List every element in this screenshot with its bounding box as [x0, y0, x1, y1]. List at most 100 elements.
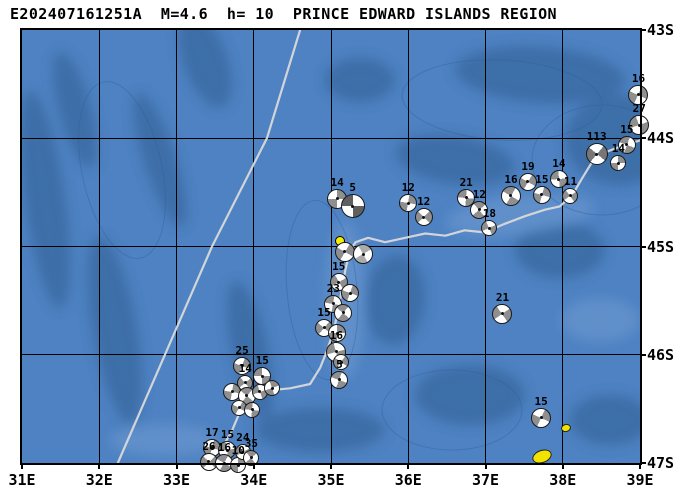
x-axis-tick [252, 463, 255, 469]
beachball-center-dot [207, 460, 211, 464]
beachball-center-dot [243, 381, 247, 385]
beachball-depth-label: 26 [202, 439, 216, 453]
beachball-center-dot [245, 394, 249, 398]
beachball-center-dot [348, 291, 352, 295]
focal-mechanism-beachball [629, 115, 650, 136]
beachball-center-dot [616, 161, 620, 165]
beachball-center-dot [322, 326, 326, 330]
beachball-depth-label: 10 [231, 444, 245, 458]
beachball-center-dot [361, 252, 365, 256]
beachball-center-dot [249, 456, 253, 460]
x-axis-label: 32E [85, 471, 113, 489]
beachball-center-dot [236, 463, 240, 467]
x-axis-label: 38E [549, 471, 577, 489]
beachball-depth-label: 5 [349, 181, 356, 195]
beachball-depth-label: 15 [317, 305, 331, 319]
x-axis-tick [484, 463, 487, 469]
focal-mechanism-beachball [233, 356, 252, 375]
x-axis-tick [561, 463, 564, 469]
beachball-center-dot [258, 390, 262, 394]
x-axis-label: 39E [626, 471, 654, 489]
y-axis-label: 44S [647, 129, 675, 148]
beachball-center-dot [337, 280, 341, 284]
beachball-depth-label: 12 [472, 187, 486, 201]
beachball-center-dot [637, 123, 641, 127]
focal-mechanism-beachball [399, 194, 418, 213]
beachball-center-dot [225, 448, 229, 452]
focal-mechanism-beachball [531, 407, 552, 428]
beachball-depth-label: 12 [417, 195, 431, 209]
beachball-depth-label: 14 [330, 175, 344, 189]
x-axis-tick [407, 463, 410, 469]
beachball-depth-label: 23 [326, 281, 340, 295]
beachball-depth-label: 14 [552, 157, 566, 171]
beachball-depth-label: 16 [217, 441, 232, 454]
x-axis-tick [639, 463, 641, 469]
map-title: E202407161251A M=4.6 h= 10 PRINCE EDWARD… [10, 5, 557, 23]
beachball-depth-label: 16 [631, 71, 646, 85]
beachball-center-dot [343, 250, 347, 254]
focal-mechanism-beachball [628, 84, 649, 105]
focal-mechanism-beachball [492, 303, 513, 324]
x-axis-label: 35E [317, 471, 345, 489]
focal-mechanism-beachball [353, 244, 374, 265]
focal-mechanism-beachball [333, 354, 350, 371]
beachball-center-dot [539, 416, 543, 420]
beachball-depth-label: 35 [244, 436, 259, 450]
x-axis-label: 37E [471, 471, 500, 489]
beachball-center-dot [568, 194, 572, 198]
beachball-depth-label: 18 [482, 207, 496, 221]
beachball-center-dot [341, 311, 345, 315]
y-axis-label: 47S [647, 454, 675, 472]
beachball-depth-label: 24 [236, 431, 250, 445]
beachball-center-dot [237, 406, 241, 410]
x-axis-tick [98, 463, 101, 469]
beachball-center-dot [241, 450, 245, 454]
beachball-center-dot [509, 194, 513, 198]
focal-mechanism-beachball [334, 241, 355, 262]
beachball-center-dot [240, 364, 244, 368]
y-axis-tick [640, 462, 646, 464]
beachball-center-dot [595, 152, 599, 156]
beachball-depth-label: 16 [329, 328, 344, 342]
x-axis-label: 33E [162, 471, 191, 489]
beachball-depth-label: 16 [504, 172, 518, 186]
beachball-center-dot [540, 193, 544, 197]
focal-mechanism-beachball [585, 143, 608, 166]
beachball-depth-label: 25 [235, 343, 249, 357]
focal-mechanism-beachball [340, 194, 365, 219]
beachball-depth-label: 15 [620, 122, 634, 136]
beachball-center-dot [625, 143, 629, 147]
y-axis-tick [640, 353, 646, 356]
x-axis-tick [175, 463, 178, 469]
y-axis-label: 45S [647, 237, 675, 256]
focal-mechanism-beachball [562, 187, 579, 204]
focal-mechanism-beachball [244, 401, 261, 418]
beachball-depth-label: 15 [535, 172, 549, 186]
x-axis-tick [330, 463, 332, 469]
beachball-center-dot [351, 204, 355, 208]
focal-mechanism-beachball [457, 188, 476, 207]
beachball-depth-label: 15 [332, 260, 346, 274]
beachball-center-dot [222, 461, 226, 465]
y-axis-tick [640, 245, 646, 248]
beachball-center-dot [260, 374, 264, 378]
beachball-center-dot [230, 390, 234, 394]
beachball-center-dot [487, 226, 491, 230]
x-axis-label: 34E [240, 471, 268, 489]
y-axis-tick [640, 137, 646, 140]
beachball-depth-label: 21 [459, 175, 473, 189]
beachball-center-dot [270, 386, 274, 390]
beachball-center-dot [335, 331, 339, 335]
focal-mechanism-beachball [617, 135, 636, 154]
focal-mechanism-beachball [414, 208, 433, 227]
beachball-depth-label: 12 [401, 181, 415, 195]
map-plot-area: 16 27 15 113 14 19 14 16 15 11 21 12 18 12 12 14 5 15 23 15… [20, 28, 650, 474]
focal-mechanism-beachball [330, 370, 349, 389]
focal-mechanism-beachball [518, 172, 537, 191]
focal-mechanism-beachball [610, 155, 627, 172]
beachball-depth-label: 14 [611, 142, 625, 156]
focal-mechanism-beachball [264, 380, 281, 397]
beachball-depth-label: 15 [255, 354, 269, 368]
beachball-center-dot [406, 201, 410, 205]
